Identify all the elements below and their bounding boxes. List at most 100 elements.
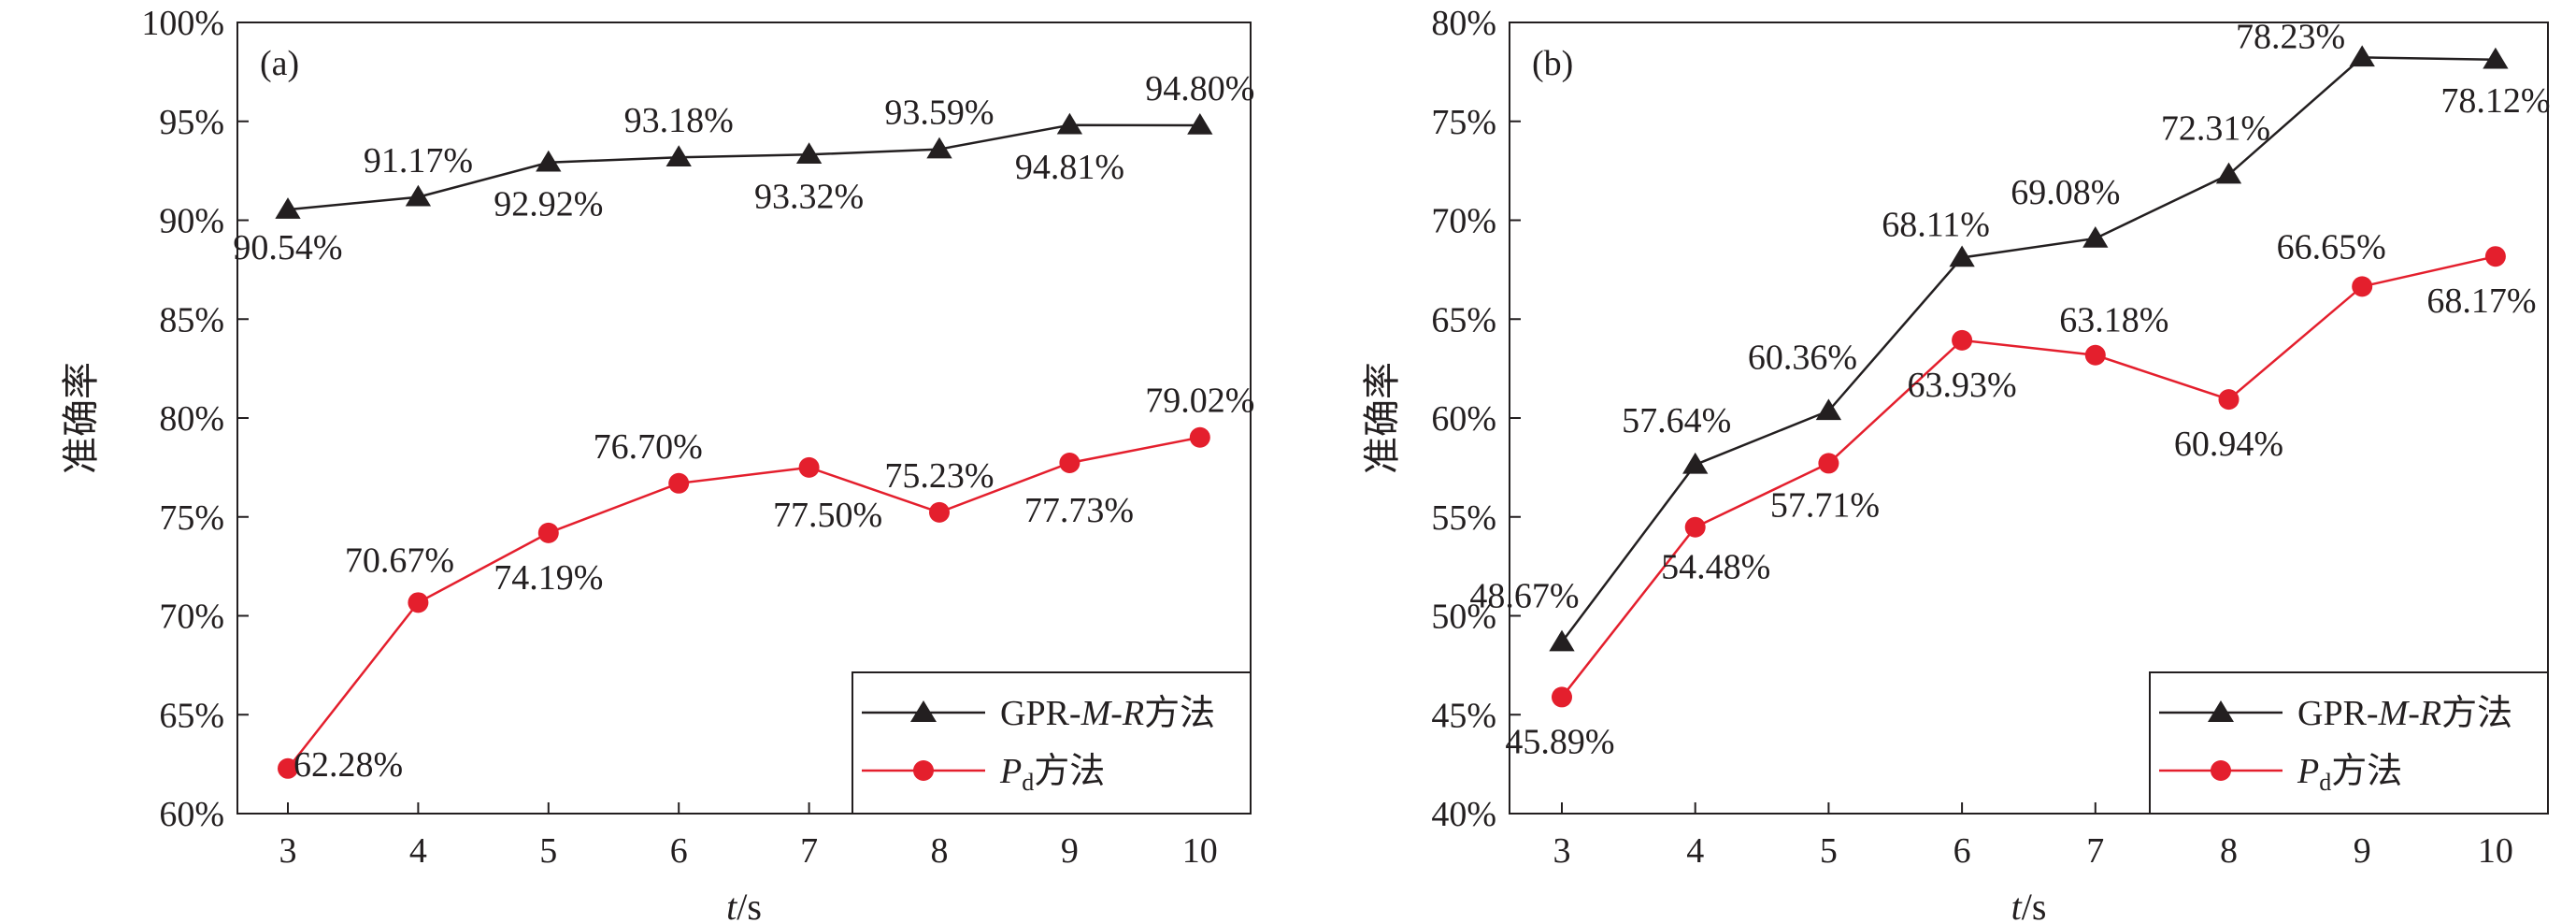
data-point-triangle <box>1549 629 1575 652</box>
legend-box <box>852 671 1252 815</box>
x-tick-label: 4 <box>409 831 427 871</box>
x-tick-label: 3 <box>279 831 297 871</box>
data-label: 90.54% <box>233 228 342 267</box>
data-label: 77.50% <box>773 496 882 535</box>
data-label: 48.67% <box>1469 577 1579 616</box>
data-label: 68.11% <box>1882 205 1990 244</box>
y-tick-label: 80% <box>159 399 224 439</box>
y-tick-label: 80% <box>1431 4 1496 43</box>
data-label: 72.31% <box>2161 109 2270 149</box>
y-tick-label: 95% <box>159 103 224 142</box>
data-point-triangle <box>1682 452 1709 474</box>
x-tick-label: 5 <box>1820 831 1838 871</box>
data-label: 75.23% <box>884 456 994 496</box>
legend-marker-circle <box>913 760 934 781</box>
data-point-circle <box>798 456 820 478</box>
data-point-circle <box>2484 246 2506 267</box>
data-label: 60.94% <box>2174 425 2283 464</box>
data-label: 93.59% <box>884 94 994 133</box>
data-label: 63.93% <box>1908 366 2017 405</box>
data-label: 77.73% <box>1024 491 1134 530</box>
x-tick-label: 8 <box>931 831 949 871</box>
y-tick-label: 85% <box>159 300 224 339</box>
data-point-circle <box>1818 453 1839 474</box>
data-label: 66.65% <box>2277 227 2386 267</box>
legend-label-pd: Pd方法 <box>2297 752 2402 796</box>
series-line-pd <box>287 436 1201 770</box>
data-point-circle <box>929 501 950 523</box>
legend-box <box>2149 671 2549 815</box>
data-point-triangle <box>2082 225 2109 248</box>
data-label: 63.18% <box>2059 301 2168 340</box>
y-tick-label: 50% <box>1431 598 1496 637</box>
data-label: 93.18% <box>624 101 734 140</box>
data-point-triangle <box>1056 112 1083 135</box>
x-tick-label: 8 <box>2220 831 2238 871</box>
x-tick-label: 10 <box>2478 831 2513 871</box>
data-label: 93.32% <box>754 177 864 216</box>
data-point-triangle <box>1949 245 1975 267</box>
data-label: 57.71% <box>1770 485 1880 525</box>
data-label: 57.64% <box>1622 401 1731 440</box>
data-point-circle <box>1059 453 1080 474</box>
data-label: 78.12% <box>2440 81 2550 121</box>
y-axis-label: 准确率 <box>60 362 102 474</box>
data-point-triangle <box>1815 398 1842 421</box>
series-line-gpr <box>1561 56 2496 643</box>
legend-label-gpr: GPR-M-R方法 <box>2297 694 2512 733</box>
y-tick-label: 45% <box>1431 696 1496 735</box>
data-label: 79.02% <box>1145 382 1254 421</box>
data-label: 69.08% <box>2011 173 2120 212</box>
x-tick-label: 6 <box>1953 831 1971 871</box>
legend-marker-triangle <box>2208 700 2234 722</box>
y-tick-label: 65% <box>159 696 224 735</box>
data-point-triangle <box>536 150 562 172</box>
y-tick-label: 70% <box>1431 202 1496 241</box>
data-point-circle <box>2352 276 2373 297</box>
panel-label: (b) <box>1532 44 1573 83</box>
panel-label: (a) <box>260 44 299 83</box>
data-label: 68.17% <box>2426 281 2536 321</box>
data-label: 45.89% <box>1505 722 1614 761</box>
data-point-circle <box>1952 329 1973 351</box>
data-point-circle <box>2084 344 2106 366</box>
data-point-circle <box>408 592 429 613</box>
y-tick-label: 55% <box>1431 498 1496 538</box>
y-tick-label: 65% <box>1431 300 1496 339</box>
data-point-triangle <box>1187 112 1213 135</box>
data-point-triangle <box>665 145 692 166</box>
data-point-circle <box>1684 516 1706 538</box>
data-point-circle <box>1552 686 1572 708</box>
series-line-gpr <box>287 123 1200 211</box>
data-point-triangle <box>2483 47 2509 69</box>
data-label: 60.36% <box>1748 338 1857 377</box>
x-axis-label: t/s <box>2011 886 2047 923</box>
chart-panel-b: 40% 45% 50% 55% 60% 65% 70% 75% 80% 3 4 5 6 7 8 9 10 t/s 准… <box>1361 4 2550 923</box>
data-point-triangle <box>926 137 952 159</box>
data-point-circle <box>537 522 559 543</box>
x-tick-label: 10 <box>1182 831 1218 871</box>
y-tick-label: 90% <box>159 202 224 241</box>
x-tick-label: 7 <box>2086 831 2104 871</box>
y-tick-label: 70% <box>159 598 224 637</box>
legend-marker-circle <box>2211 760 2231 781</box>
legend: GPR-M-R方法 Pd方法 <box>2149 671 2549 815</box>
x-axis-label: t/s <box>726 886 762 923</box>
data-label: 94.80% <box>1145 69 1254 108</box>
data-label: 76.70% <box>594 427 703 467</box>
data-label: 92.92% <box>494 185 603 224</box>
y-tick-label: 60% <box>1431 399 1496 439</box>
y-axis-label: 准确率 <box>1361 362 1403 474</box>
data-point-triangle <box>2349 45 2375 67</box>
data-label: 70.67% <box>345 541 454 580</box>
data-label: 78.23% <box>2236 17 2345 56</box>
chart-panel-a: 60% 65% 70% 75% 80% 85% 90% 95% 100% 3 4 5 6 7 8 9 10 t/s… <box>60 4 1254 923</box>
data-label: 94.81% <box>1015 148 1124 187</box>
x-tick-label: 9 <box>2354 831 2371 871</box>
x-tick-label: 3 <box>1553 831 1571 871</box>
data-point-triangle <box>275 197 301 219</box>
data-point-circle <box>668 472 690 494</box>
data-point-circle <box>278 757 298 779</box>
data-point-circle <box>1189 426 1210 448</box>
